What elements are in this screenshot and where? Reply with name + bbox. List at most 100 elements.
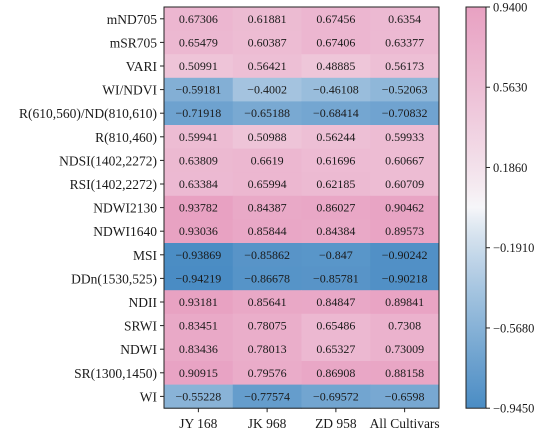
heatmap-cell (370, 101, 440, 126)
heatmap-cell (301, 54, 371, 79)
cell-value-label: 0.61881 (248, 12, 287, 26)
heatmap-cell (301, 172, 371, 197)
heatmap-cell (164, 30, 234, 55)
row-label: R(610,560)/ND(810,610) (19, 106, 157, 121)
cell-value-label: −0.70832 (382, 106, 428, 120)
heatmap-cell (301, 7, 371, 32)
cell-value-label: 0.78075 (248, 319, 287, 333)
cell-value-label: −0.65188 (244, 106, 290, 120)
heatmap-cell (232, 77, 302, 102)
heatmap-cell (301, 101, 371, 126)
heatmap-cell (232, 266, 302, 291)
row-label: MSI (133, 248, 158, 263)
cell-value-label: 0.63377 (385, 35, 424, 49)
heatmap-cell (301, 148, 371, 173)
heatmap-cell (370, 384, 440, 409)
heatmap-cell (164, 384, 234, 409)
heatmap-cell (232, 313, 302, 338)
cell-value-label: 0.84847 (316, 295, 355, 309)
cell-value-label: 0.84387 (248, 201, 287, 215)
cell-value-label: 0.67456 (316, 12, 355, 26)
column-labels: JY 168 JK 968 ZD 958 All Cultivars (179, 408, 440, 431)
cell-value-label: 0.50988 (248, 130, 287, 144)
heatmap-cell (370, 77, 440, 102)
cell-value-label: 0.65327 (316, 342, 355, 356)
cell-value-label: 0.56421 (248, 59, 287, 73)
cell-value-label: −0.85862 (244, 248, 290, 262)
cell-value-label: 0.6354 (388, 12, 421, 26)
heatmap-cell (232, 195, 302, 220)
cell-value-label: −0.90242 (382, 248, 428, 262)
column-label: ZD 958 (315, 416, 357, 431)
cell-value-label: 0.7308 (388, 319, 421, 333)
heatmap-cell (370, 313, 440, 338)
row-label: DDn(1530,525) (71, 271, 157, 286)
heatmap-cell (164, 172, 234, 197)
colorbar-tick-label: −0.5680 (493, 321, 534, 335)
heatmap-cell (370, 266, 440, 291)
cell-value-label: −0.52063 (382, 83, 428, 97)
row-label: RSI(1402,2272) (70, 177, 157, 192)
cell-value-label: −0.6598 (385, 389, 425, 403)
heatmap-cell (232, 7, 302, 32)
cell-value-label: 0.59933 (385, 130, 424, 144)
cell-value-label: 0.65486 (316, 319, 355, 333)
heatmap-cell (232, 384, 302, 409)
heatmap-cell (164, 266, 234, 291)
cell-value-label: 0.6619 (251, 153, 284, 167)
cell-value-label: 0.65479 (179, 35, 218, 49)
heatmap-cell (301, 243, 371, 268)
cell-value-label: 0.73009 (385, 342, 424, 356)
cell-value-label: 0.85844 (248, 224, 287, 238)
cell-value-label: 0.60667 (385, 153, 424, 167)
heatmap-cell (370, 243, 440, 268)
cell-value-label: 0.86027 (316, 201, 355, 215)
row-label: NDSI(1402,2272) (59, 153, 157, 168)
cell-value-label: 0.56244 (316, 130, 355, 144)
cell-value-label: 0.83451 (179, 319, 218, 333)
heatmap-cell (232, 125, 302, 150)
heatmap-cell (301, 290, 371, 315)
cell-value-label: 0.88158 (385, 366, 424, 380)
cell-value-label: −0.90218 (382, 271, 428, 285)
heatmap-cell (370, 337, 440, 362)
row-label: SRWI (124, 319, 158, 334)
heatmap-cell (301, 384, 371, 409)
cell-value-label: 0.84384 (316, 224, 355, 238)
heatmap-cell (232, 290, 302, 315)
cell-value-label: −0.46108 (313, 83, 359, 97)
cell-value-label: 0.50991 (179, 59, 218, 73)
cell-value-label: 0.90915 (179, 366, 218, 380)
row-label: NDWI2130 (93, 201, 157, 216)
colorbar-gradient (465, 6, 487, 409)
cell-value-label: 0.63809 (179, 153, 218, 167)
heatmap-cell (301, 313, 371, 338)
heatmap-cell (232, 148, 302, 173)
cell-value-label: −0.68414 (313, 106, 359, 120)
cell-value-label: 0.83436 (179, 342, 218, 356)
cell-value-label: 0.86908 (316, 366, 355, 380)
heatmap-cell (370, 290, 440, 315)
heatmap-cell (370, 361, 440, 386)
row-labels: mND705 mSR705 VARI WI/NDVI R(610,560)/ND(810… (19, 12, 164, 404)
cell-value-label: −0.77574 (244, 389, 290, 403)
heatmap-cell (232, 337, 302, 362)
heatmap-cell (232, 219, 302, 244)
cell-value-label: 0.78013 (248, 342, 287, 356)
cell-value-label: −0.93869 (175, 248, 221, 262)
cell-value-label: 0.60387 (248, 35, 287, 49)
column-label: JK 968 (248, 416, 287, 431)
row-label: WI (140, 389, 158, 404)
cell-value-label: 0.89573 (385, 224, 424, 238)
heatmap-cell (164, 54, 234, 79)
heatmap-cell (164, 290, 234, 315)
heatmap-cell (301, 361, 371, 386)
column-label: JY 168 (179, 416, 217, 431)
heatmap-cells (164, 7, 440, 409)
cell-value-label: 0.67406 (316, 35, 355, 49)
heatmap-cell (232, 54, 302, 79)
cell-value-label: −0.847 (319, 248, 353, 262)
cell-value-label: −0.86678 (244, 271, 290, 285)
heatmap-cell (370, 195, 440, 220)
